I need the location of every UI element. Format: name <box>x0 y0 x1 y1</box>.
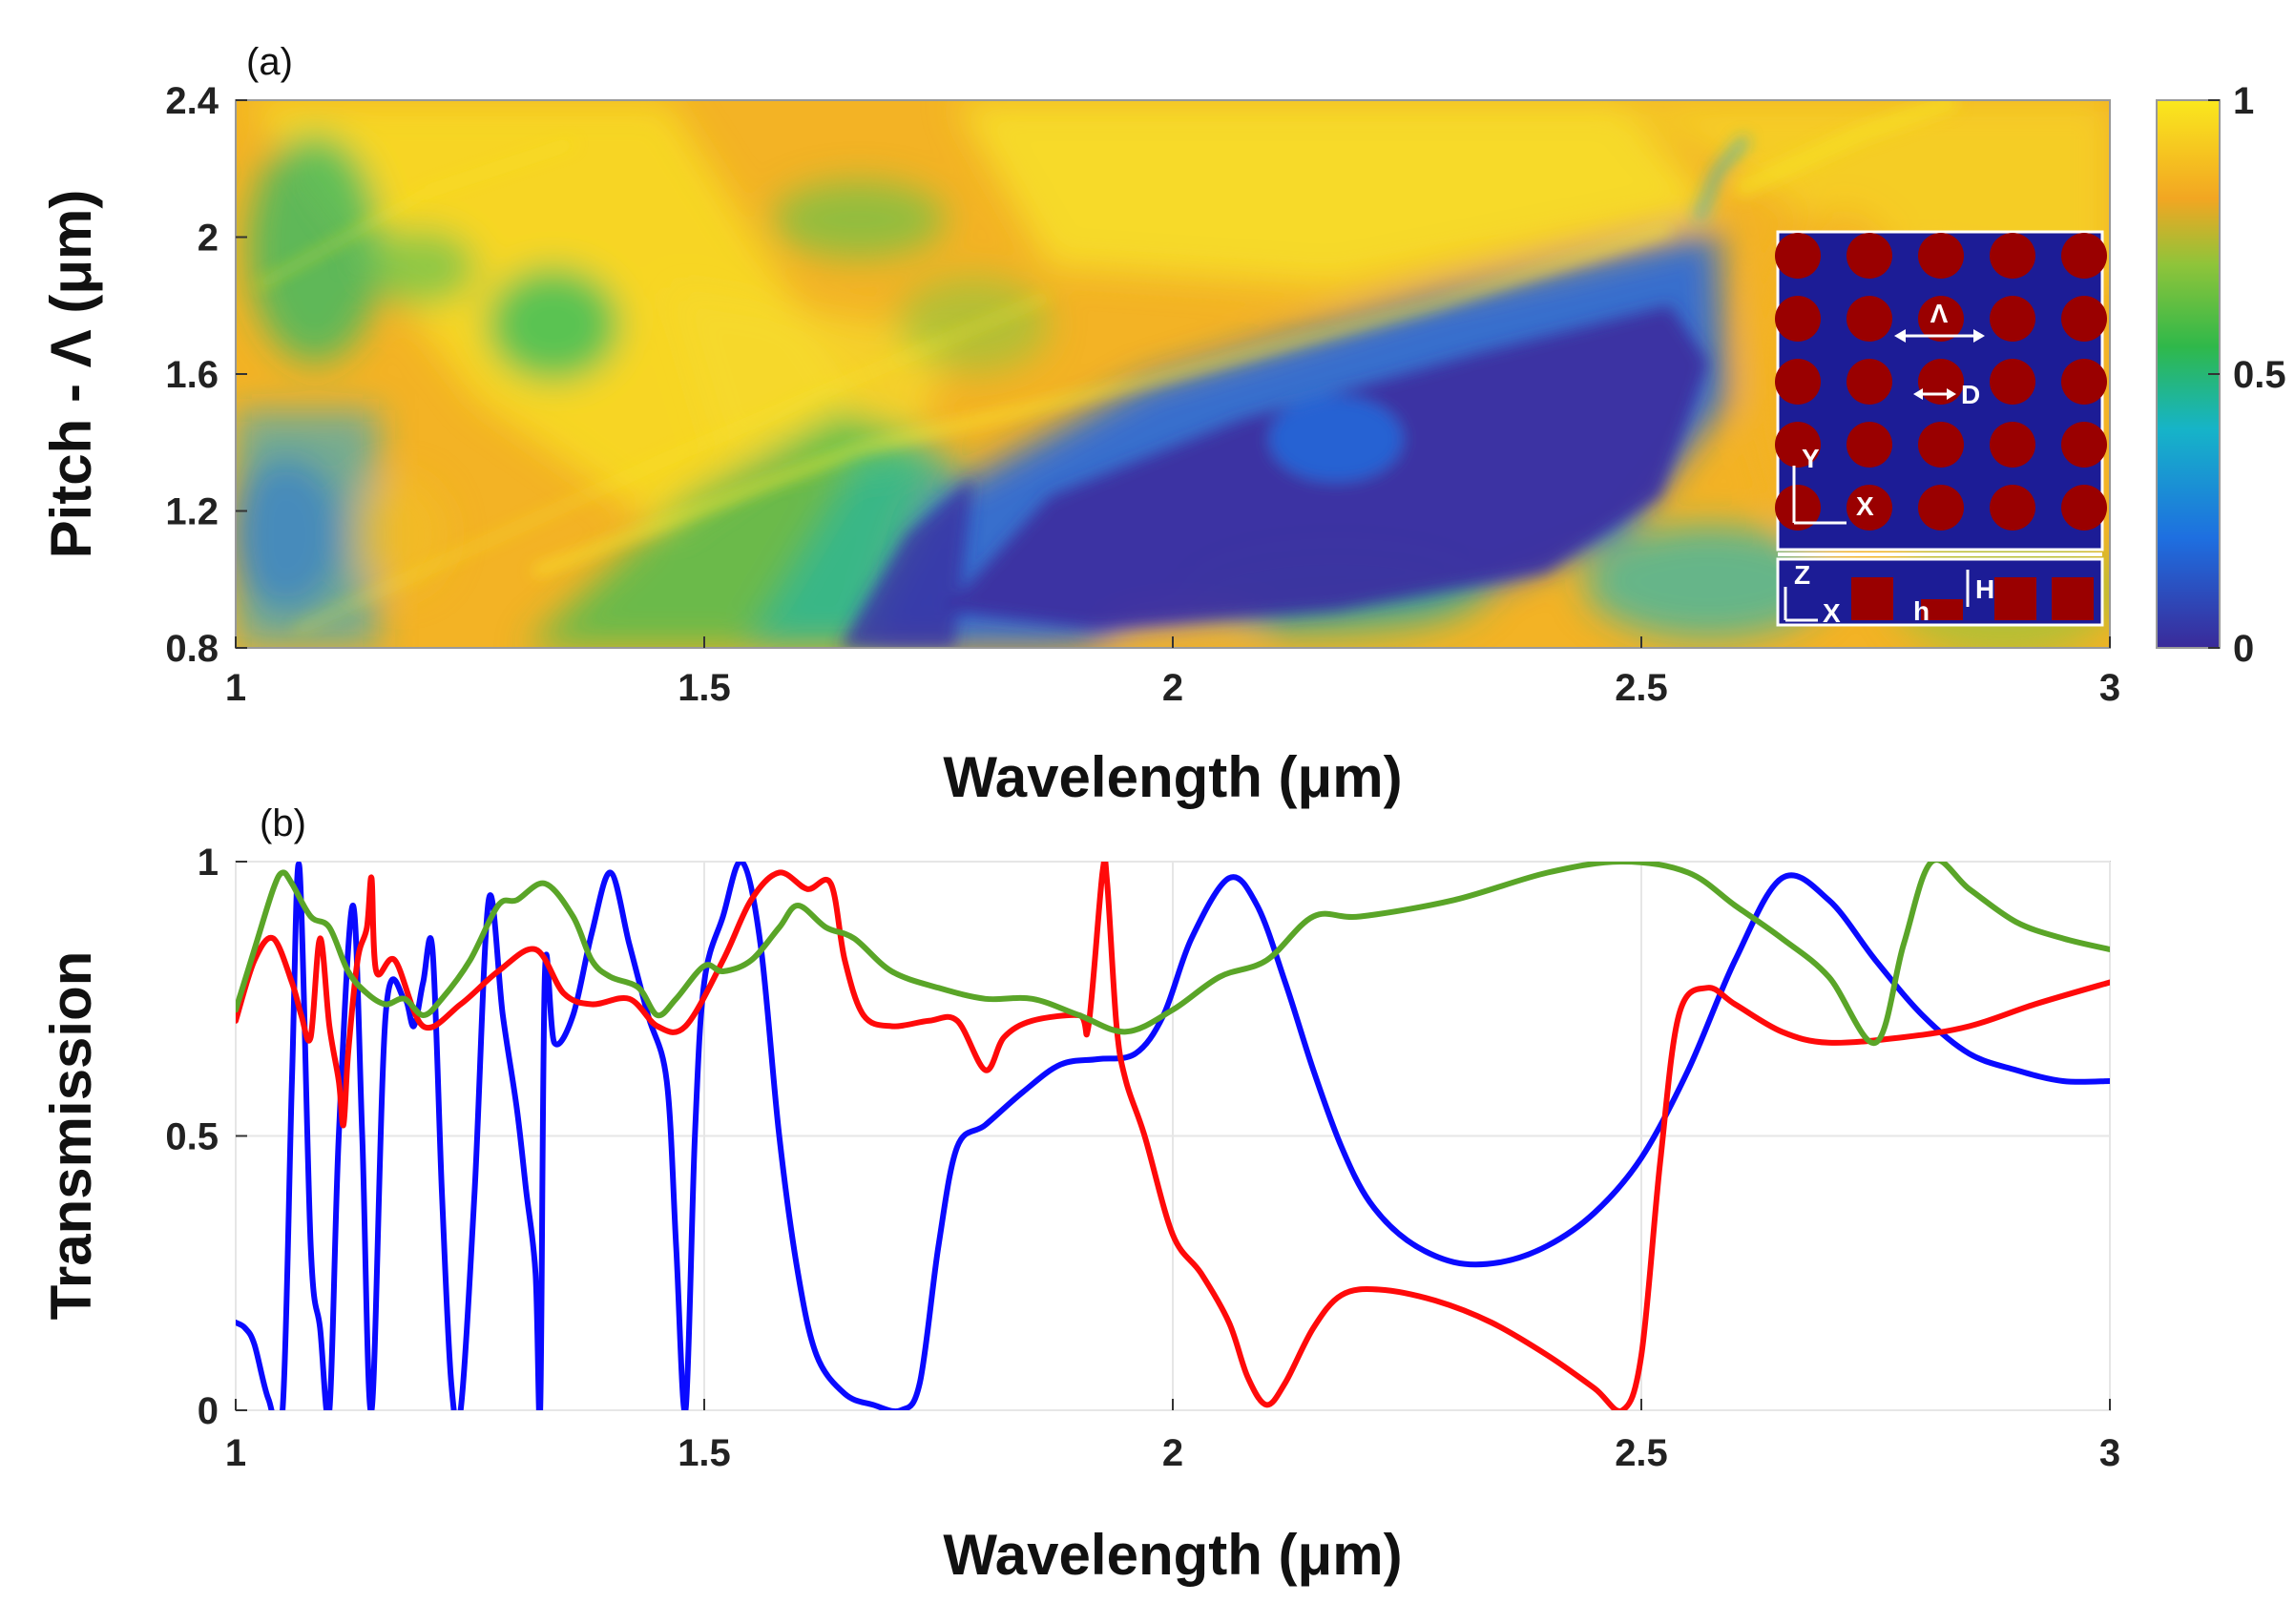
pillar-dot <box>1846 296 1892 342</box>
heatmap-y-tick-label: 2.4 <box>165 80 219 122</box>
colorbar-ticks: 00.51 <box>2208 80 2286 670</box>
heatmap-x-tick-label: 1.5 <box>678 667 731 709</box>
heatmap-y-tick-label: 1.2 <box>165 491 219 533</box>
pillar-dot <box>1846 233 1892 279</box>
heatmap-x-tick-label: 3 <box>2099 667 2120 709</box>
pillar-array <box>1775 233 2107 531</box>
pillar-dot <box>1775 485 1821 531</box>
colorbar: 00.51 <box>2156 80 2286 670</box>
line-y-tick-label: 0 <box>198 1390 219 1432</box>
pillar-dot <box>1918 422 1964 468</box>
pillar-dot <box>1775 359 1821 405</box>
green-series-line <box>236 862 2110 1046</box>
red-series-line <box>236 862 2110 1410</box>
heatmap-y-tick-label: 0.8 <box>165 628 219 670</box>
line-y-tick-label: 0.5 <box>165 1116 219 1158</box>
line-x-tick-label: 2.5 <box>1615 1432 1668 1474</box>
colorbar-tick-label: 1 <box>2233 80 2254 122</box>
inset-H-label: H <box>1975 574 1994 604</box>
pillar-dot <box>1918 296 1964 342</box>
heatmap-x-tick-label: 2.5 <box>1615 667 1668 709</box>
pillar-dot <box>2061 233 2107 279</box>
pillar-dot <box>1990 359 2035 405</box>
pillar-block <box>1921 599 1963 620</box>
line-x-axis-title: Wavelength (μm) <box>943 1523 1402 1587</box>
colorbar-tick-label: 0 <box>2233 628 2254 670</box>
pillar-dot <box>1918 485 1964 531</box>
colorbar-tick-label: 0.5 <box>2233 354 2286 396</box>
inset-diameter-label: D <box>1961 380 1980 409</box>
line-y-axis-title: Transmission <box>39 951 103 1321</box>
pillar-dot <box>1846 359 1892 405</box>
line-x-tick-label: 1 <box>225 1432 246 1474</box>
inset-x-label: X <box>1856 491 1874 521</box>
pillar-dot <box>1990 485 2035 531</box>
pillar-dot <box>1990 422 2035 468</box>
heatmap-y-axis-title: Pitch - Λ (μm) <box>39 190 103 559</box>
pillar-dot <box>1775 296 1821 342</box>
panel-b-label: (b) <box>260 802 306 844</box>
pillar-block <box>1994 577 2036 620</box>
pillar-dot <box>2061 296 2107 342</box>
heatmap-area: Λ D Y X Z X h H <box>236 100 2110 648</box>
line-x-tick-label: 1.5 <box>678 1432 731 1474</box>
heatmap-x-tick-label: 2 <box>1162 667 1183 709</box>
series-lines <box>236 862 2110 1410</box>
pillar-dot <box>1990 233 2035 279</box>
pillar-block <box>2052 577 2094 620</box>
pillar-dot <box>1990 296 2035 342</box>
inset-h-label: h <box>1913 596 1930 626</box>
pillar-dot <box>2061 485 2107 531</box>
pillar-block <box>1851 577 1893 620</box>
heatmap-ticks: 1 1.5 2 2.5 3 0.8 1.2 1.6 2 2.4 <box>165 80 2120 709</box>
pillar-dot <box>1846 485 1892 531</box>
pillar-dot <box>2061 422 2107 468</box>
inset-y-label: Y <box>1802 444 1820 473</box>
heatmap-x-axis-title: Wavelength (μm) <box>943 745 1402 809</box>
line-x-tick-label: 3 <box>2099 1432 2120 1474</box>
line-ticks: 1 1.5 2 2.5 3 0 0.5 1 <box>165 842 2120 1474</box>
heatmap-panel: Λ D Y X Z X h H 1 1.5 2 2.5 3 0.8 1.2 1.6 2 2.4 (… <box>39 41 2120 809</box>
pillar-dot <box>1918 359 1964 405</box>
pillar-dot <box>1846 422 1892 468</box>
heatmap-y-tick-label: 1.6 <box>165 354 219 396</box>
inset-x2-label: X <box>1823 598 1841 628</box>
transmission-panel: 1 1.5 2 2.5 3 0 0.5 1 (b) Wavelength (μm) Trans… <box>39 802 2120 1587</box>
heatmap-x-tick-label: 1 <box>225 667 246 709</box>
inset-z-label: Z <box>1794 560 1810 590</box>
structure-inset: Λ D Y X Z X h H <box>1775 230 2107 628</box>
pillar-dot <box>1918 233 1964 279</box>
line-x-tick-label: 2 <box>1162 1432 1183 1474</box>
pillar-dot <box>2061 359 2107 405</box>
heatmap-y-tick-label: 2 <box>198 218 219 260</box>
pillar-side-view <box>1851 577 2094 620</box>
pillar-dot <box>1775 422 1821 468</box>
panel-a-label: (a) <box>246 41 293 83</box>
inset-pitch-label: Λ <box>1930 299 1949 328</box>
line-y-tick-label: 1 <box>198 842 219 884</box>
blue-series-line <box>236 862 2110 1410</box>
pillar-dot <box>1775 233 1821 279</box>
